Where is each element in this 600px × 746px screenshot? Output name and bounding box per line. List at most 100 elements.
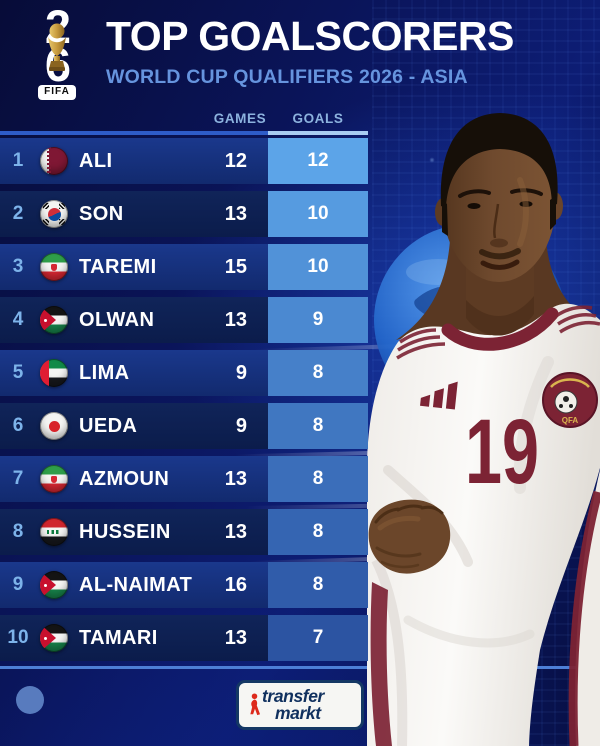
goals-value: 10 [268, 191, 368, 237]
head [442, 122, 556, 282]
rank-label: 1 [12, 150, 24, 171]
flag-japan-icon [40, 412, 68, 440]
games-value: 9 [235, 414, 247, 437]
games-value: 13 [224, 308, 247, 331]
games-value: 13 [224, 626, 247, 649]
rank-label: 2 [12, 203, 24, 224]
player-name: ALI [79, 149, 113, 172]
table-bottom-line [0, 666, 600, 669]
rank-label: 7 [12, 468, 24, 489]
goalscorers-table: 1 ALI 12 12 2 SON 13 10 3 TAREMI 15 10 4… [0, 138, 368, 668]
jersey-number: 19 [465, 401, 539, 503]
fifa-2026-logo: 2 6 FIFA [24, 3, 90, 104]
games-value: 15 [224, 255, 247, 278]
flag-jordan-icon [40, 624, 68, 652]
flag-iran-icon [40, 253, 68, 281]
player-name: TAMARI [79, 626, 158, 649]
transfermarkt-logo: transfer markt [236, 680, 364, 730]
jersey [367, 303, 600, 746]
rank-label: 10 [7, 627, 29, 648]
column-header-games: GAMES [213, 111, 267, 126]
player-name: AL-NAIMAT [79, 573, 193, 596]
goals-value: 8 [268, 562, 368, 608]
goals-value: 12 [268, 138, 368, 184]
row-main: 4 OLWAN 13 [0, 297, 268, 343]
brand-line-1: transfer [262, 686, 324, 707]
table-row: 4 OLWAN 13 9 [0, 297, 368, 343]
brand-line-2: markt [275, 703, 321, 723]
row-main: 1 ALI 12 [0, 138, 268, 184]
fist [368, 499, 451, 574]
row-main: 6 UEDA 9 [0, 403, 268, 449]
player-name: TAREMI [79, 255, 157, 278]
flag-iran-icon [40, 465, 68, 493]
player-name: SON [79, 202, 124, 225]
rank-label: 5 [12, 362, 24, 383]
rank-label: 4 [12, 309, 24, 330]
table-row: 2 SON 13 10 [0, 191, 368, 237]
player-name: AZMOUN [79, 467, 170, 490]
goals-value: 8 [268, 403, 368, 449]
page-subtitle: WORLD CUP QUALIFIERS 2026 - ASIA [106, 66, 468, 88]
table-row: 9 AL-NAIMAT 16 8 [0, 562, 368, 608]
shoulder-stripes [396, 305, 600, 360]
table-row: 5 LIMA 9 8 [0, 350, 368, 396]
table-row: 7 AZMOUN 13 8 [0, 456, 368, 502]
table-row: 1 ALI 12 12 [0, 138, 368, 184]
goals-value: 8 [268, 456, 368, 502]
player-name: HUSSEIN [79, 520, 171, 543]
table-top-line [0, 131, 368, 135]
goals-value: 7 [268, 615, 368, 661]
table-row: 3 TAREMI 15 10 [0, 244, 368, 290]
jersey-side-stripe [370, 582, 392, 746]
player-name: OLWAN [79, 308, 155, 331]
table-row: 6 UEDA 9 8 [0, 403, 368, 449]
rank-label: 6 [12, 415, 24, 436]
row-main: 9 AL-NAIMAT 16 [0, 562, 268, 608]
flag-jordan-icon [40, 306, 68, 334]
transfermarkt-player-icon [247, 693, 262, 722]
flag-south-korea-icon [40, 200, 68, 228]
flag-jordan-icon [40, 571, 68, 599]
player-name: UEDA [79, 414, 138, 437]
jersey-collar [441, 307, 559, 351]
flag-qatar-icon [40, 147, 68, 175]
table-row: 10 TAMARI 13 7 [0, 615, 368, 661]
table-row: 8 HUSSEIN 13 8 [0, 509, 368, 555]
rank-label: 8 [12, 521, 24, 542]
column-header-goals: GOALS [292, 111, 344, 126]
row-main: 7 AZMOUN 13 [0, 456, 268, 502]
adidas-logo-icon [420, 381, 458, 410]
flag-iraq-icon [40, 518, 68, 546]
player-name: LIMA [79, 361, 130, 384]
goals-value: 9 [268, 297, 368, 343]
row-main: 10 TAMARI 13 [0, 615, 268, 661]
player-figure: QFA 19 [367, 113, 600, 746]
qfa-badge-label: QFA [562, 416, 579, 425]
fifa-label: FIFA [38, 85, 76, 101]
row-main: 5 LIMA 9 [0, 350, 268, 396]
world-cup-trophy-icon [46, 23, 68, 80]
games-value: 13 [224, 202, 247, 225]
header: 2 6 FIFA TOP GOALSCORERS WORLD CUP QUALI… [24, 3, 514, 104]
hair [440, 113, 558, 208]
page-title: TOP GOALSCORERS [106, 13, 514, 59]
flag-uae-icon [40, 359, 68, 387]
goals-value: 8 [268, 350, 368, 396]
row-main: 3 TAREMI 15 [0, 244, 268, 290]
row-main: 8 HUSSEIN 13 [0, 509, 268, 555]
goals-value: 8 [268, 509, 368, 555]
goals-value: 10 [268, 244, 368, 290]
games-value: 9 [235, 361, 247, 384]
games-value: 16 [224, 573, 247, 596]
row-main: 2 SON 13 [0, 191, 268, 237]
decorative-dot [16, 686, 44, 714]
games-value: 13 [224, 520, 247, 543]
rank-label: 9 [12, 574, 24, 595]
qfa-badge-icon: QFA [542, 372, 598, 428]
rank-label: 3 [12, 256, 24, 277]
games-value: 12 [224, 149, 247, 172]
games-value: 13 [224, 467, 247, 490]
